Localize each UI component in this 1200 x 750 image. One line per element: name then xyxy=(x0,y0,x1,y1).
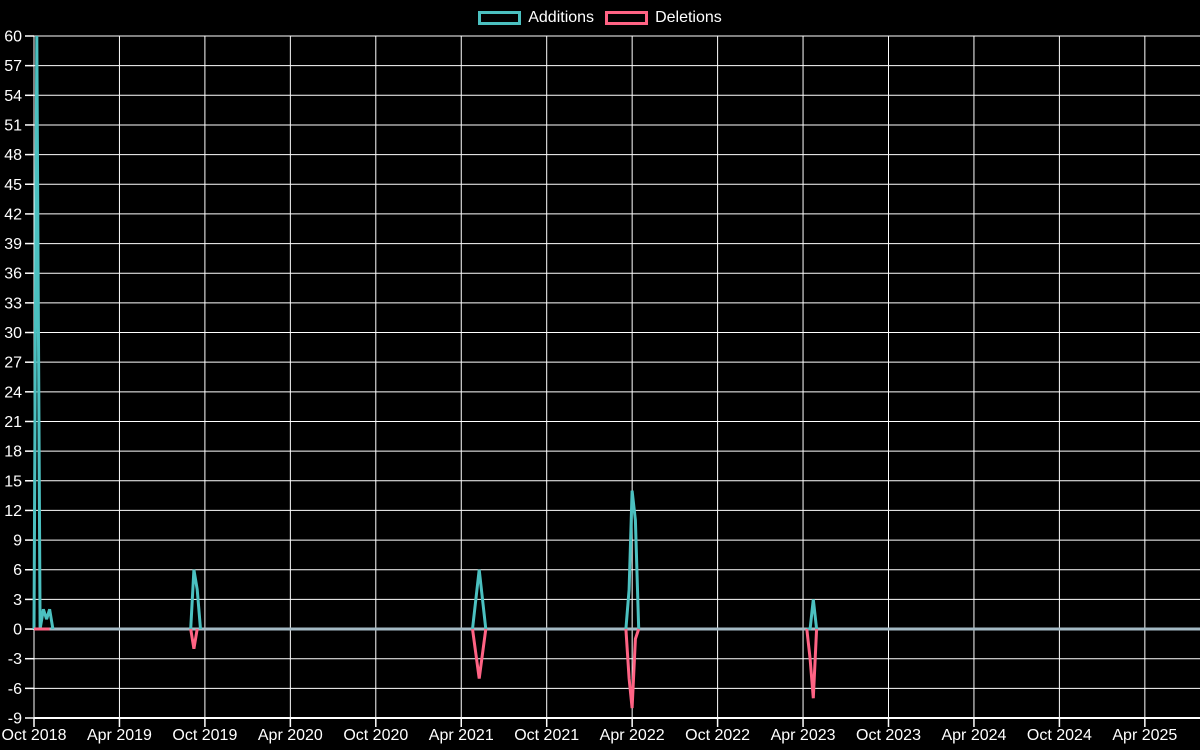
svg-text:27: 27 xyxy=(4,355,22,372)
deletions-swatch-icon xyxy=(605,11,649,25)
svg-text:9: 9 xyxy=(13,533,22,550)
grid-lines xyxy=(33,35,1200,719)
svg-text:Apr 2019: Apr 2019 xyxy=(87,727,152,744)
svg-text:Apr 2023: Apr 2023 xyxy=(771,727,836,744)
svg-text:6: 6 xyxy=(13,562,22,579)
svg-text:Oct 2024: Oct 2024 xyxy=(1027,727,1092,744)
svg-text:Oct 2018: Oct 2018 xyxy=(2,727,67,744)
svg-text:Oct 2020: Oct 2020 xyxy=(343,727,408,744)
svg-text:Apr 2024: Apr 2024 xyxy=(941,727,1006,744)
svg-text:42: 42 xyxy=(4,206,22,223)
svg-text:21: 21 xyxy=(4,414,22,431)
legend-item-additions[interactable]: Additions xyxy=(478,8,594,28)
svg-text:45: 45 xyxy=(4,177,22,194)
y-axis-labels: 60575451484542393633302724211815129630-3… xyxy=(4,29,22,728)
svg-text:18: 18 xyxy=(4,444,22,461)
additions-swatch-icon xyxy=(478,11,522,25)
svg-text:12: 12 xyxy=(4,503,22,520)
deletions-line xyxy=(34,627,819,709)
svg-text:3: 3 xyxy=(13,592,22,609)
svg-text:0: 0 xyxy=(13,622,22,639)
svg-text:24: 24 xyxy=(4,384,22,401)
svg-text:Oct 2022: Oct 2022 xyxy=(685,727,750,744)
svg-text:30: 30 xyxy=(4,325,22,342)
additions-line xyxy=(32,35,819,631)
svg-text:Apr 2022: Apr 2022 xyxy=(600,727,665,744)
svg-text:54: 54 xyxy=(4,88,22,105)
svg-text:Apr 2025: Apr 2025 xyxy=(1112,727,1177,744)
svg-text:-9: -9 xyxy=(8,711,22,728)
legend-item-deletions[interactable]: Deletions xyxy=(605,8,722,28)
svg-text:15: 15 xyxy=(4,473,22,490)
svg-text:Oct 2021: Oct 2021 xyxy=(514,727,579,744)
svg-text:39: 39 xyxy=(4,236,22,253)
svg-text:57: 57 xyxy=(4,58,22,75)
svg-text:Oct 2023: Oct 2023 xyxy=(856,727,921,744)
svg-text:60: 60 xyxy=(4,29,22,46)
x-axis-labels: Oct 2018 Apr 2019 Oct 2019 Apr 2020 Oct 2020… xyxy=(2,727,1178,744)
svg-text:36: 36 xyxy=(4,266,22,283)
additions-legend-label: Additions xyxy=(528,9,595,26)
chart-legend: Additions Deletions xyxy=(0,8,1200,28)
svg-text:48: 48 xyxy=(4,147,22,164)
svg-text:Apr 2021: Apr 2021 xyxy=(429,727,494,744)
svg-text:-6: -6 xyxy=(8,681,22,698)
deletions-legend-label: Deletions xyxy=(655,9,722,26)
axis-ticks xyxy=(25,35,1146,727)
svg-text:33: 33 xyxy=(4,295,22,312)
svg-text:Apr 2020: Apr 2020 xyxy=(258,727,323,744)
svg-text:Oct 2019: Oct 2019 xyxy=(172,727,237,744)
svg-text:51: 51 xyxy=(4,117,22,134)
svg-text:-3: -3 xyxy=(8,651,22,668)
